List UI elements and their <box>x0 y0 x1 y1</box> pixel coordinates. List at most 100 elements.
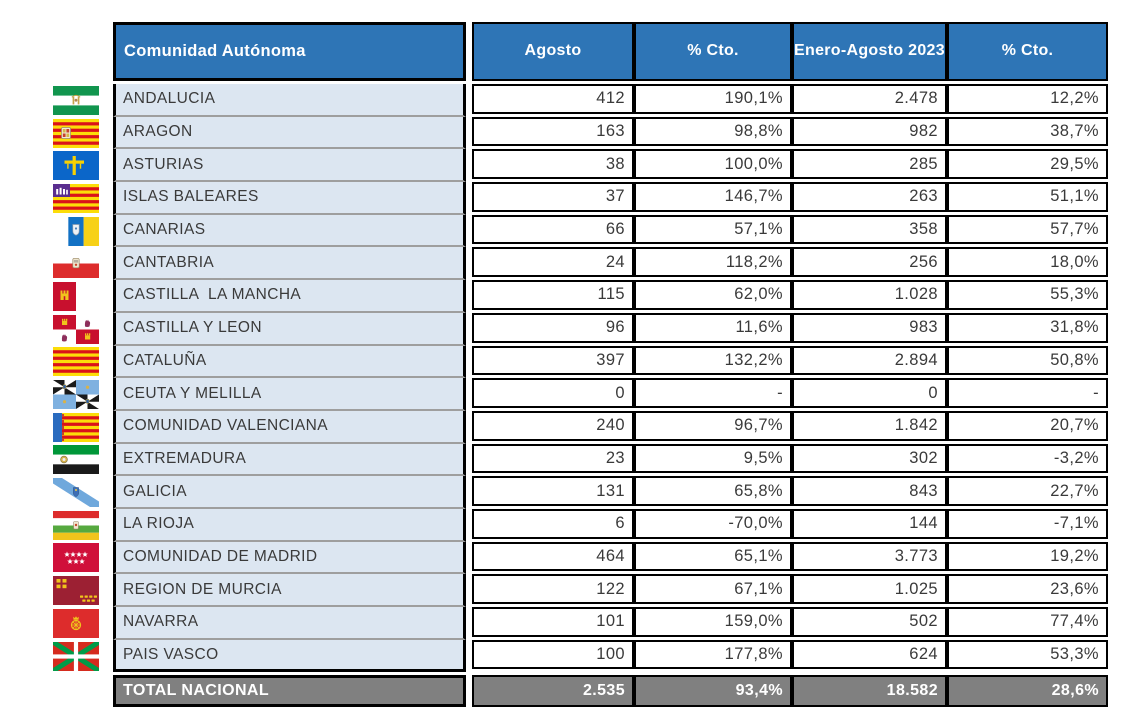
cell-value: 55,3% <box>1050 285 1099 304</box>
cell-value: 159,0% <box>724 612 783 631</box>
enero-agosto-value-cell: 358 <box>792 214 947 248</box>
cataluna-flag-icon <box>53 347 99 377</box>
cell-value: 57,7% <box>1050 220 1099 239</box>
cto-agosto-value-cell: 9,5% <box>634 443 792 477</box>
flag-slot <box>53 117 113 150</box>
agosto-value-cell: 38 <box>472 149 634 182</box>
cell-value: 132,2% <box>724 350 783 369</box>
community-name-cell: COMUNIDAD DE MADRID <box>113 541 466 575</box>
community-name: NAVARRA <box>123 613 199 631</box>
flag-slot <box>53 509 113 542</box>
agosto-value-cell: 464 <box>472 541 634 575</box>
community-name: GALICIA <box>123 482 187 500</box>
header-cto-agosto: % Cto. <box>634 22 792 84</box>
asturias-flag-icon <box>53 151 99 181</box>
aragon-flag-icon <box>53 118 99 148</box>
flag-slot <box>53 640 113 673</box>
cell-value: 2.894 <box>894 350 938 369</box>
cell-value: 65,8% <box>734 481 783 500</box>
enero-agosto-value-cell: 2.894 <box>792 345 947 379</box>
flag-slot <box>53 149 113 182</box>
cell-value: 20,7% <box>1050 416 1099 435</box>
agosto-value-cell: 240 <box>472 410 634 444</box>
ceuta-y-melilla-flag-icon <box>53 380 99 410</box>
agosto-value-cell: 66 <box>472 214 634 248</box>
enero-agosto-value-cell: 624 <box>792 639 947 673</box>
cell-value: 146,7% <box>724 187 783 206</box>
cell-value: 9,5% <box>743 448 783 467</box>
cell-value: -3,2% <box>1053 448 1099 467</box>
cto-enero-agosto-value-cell: 23,6% <box>947 574 1108 607</box>
agosto-value-cell: 412 <box>472 84 634 117</box>
header-agosto: Agosto <box>472 22 634 84</box>
enero-agosto-value-cell: 502 <box>792 607 947 640</box>
cell-value: 51,1% <box>1050 187 1099 206</box>
agosto-value-cell: 6 <box>472 508 634 542</box>
community-name-cell: CEUTA Y MELILLA <box>113 378 466 411</box>
community-name: CASTILLA Y LEON <box>123 319 262 337</box>
community-name: REGION DE MURCIA <box>123 580 282 598</box>
cell-value: 100 <box>596 645 625 664</box>
cto-agosto-value-cell: 62,0% <box>634 280 792 313</box>
community-name: ASTURIAS <box>123 155 204 173</box>
community-name: PAIS VASCO <box>123 645 219 663</box>
flag-slot <box>53 346 113 379</box>
table-layout: Comunidad Autónoma Agosto % Cto. Enero-A… <box>53 22 1108 708</box>
cell-value: 37 <box>605 187 625 206</box>
cto-agosto-value-cell: 118,2% <box>634 247 792 280</box>
cell-value: 11,6% <box>735 318 783 337</box>
cell-value: -70,0% <box>728 514 783 533</box>
cell-value: 285 <box>909 154 938 173</box>
cto-agosto-value-cell: - <box>634 378 792 411</box>
cto-enero-agosto-value-cell: 18,0% <box>947 247 1108 280</box>
cto-enero-agosto-value-cell: 51,1% <box>947 182 1108 215</box>
community-name: CEUTA Y MELILLA <box>123 384 262 402</box>
cto-agosto-value-cell: -70,0% <box>634 508 792 542</box>
flag-slot <box>53 476 113 509</box>
header-label: % Cto. <box>1001 42 1054 60</box>
cto-agosto-value-cell: 159,0% <box>634 607 792 640</box>
agosto-value-cell: 115 <box>472 280 634 313</box>
cell-value: - <box>777 383 783 402</box>
agosto-value-cell: 131 <box>472 476 634 509</box>
cell-value: 96,7% <box>734 416 783 435</box>
header-comunidad-autonoma: Comunidad Autónoma <box>113 22 466 84</box>
flag-slot <box>53 574 113 607</box>
total-enero-agosto-cell: 18.582 <box>792 672 947 708</box>
header-label: % Cto. <box>687 42 739 60</box>
cto-enero-agosto-value-cell: 31,8% <box>947 312 1108 346</box>
enero-agosto-value-cell: 983 <box>792 312 947 346</box>
total-agosto-cell: 2.535 <box>472 672 634 708</box>
cell-value: 983 <box>909 318 938 337</box>
cell-value: 66 <box>605 220 625 239</box>
cell-value: 982 <box>909 122 938 141</box>
cell-value: 23 <box>605 448 625 467</box>
community-name: CATALUÑA <box>123 351 207 369</box>
header-enero-agosto-2023: Enero-Agosto 2023 <box>792 22 947 84</box>
cell-value: 0 <box>928 383 938 402</box>
cell-value: 412 <box>596 89 625 108</box>
community-name-cell: ISLAS BALEARES <box>113 182 466 215</box>
community-name: ANDALUCIA <box>123 90 216 108</box>
flag-slot <box>53 84 113 117</box>
flags-header-spacer <box>53 22 113 84</box>
total-row-label-cell: TOTAL NACIONAL <box>113 672 466 708</box>
cell-value: 256 <box>909 252 938 271</box>
cell-value: 77,4% <box>1050 612 1099 631</box>
cell-value: 29,5% <box>1050 154 1099 173</box>
cell-value: 31,8% <box>1050 318 1099 337</box>
cell-value: 2.478 <box>894 89 938 108</box>
cell-value: 144 <box>909 514 938 533</box>
cell-value: 57,1% <box>734 220 783 239</box>
cto-enero-agosto-value-cell: 29,5% <box>947 149 1108 182</box>
cell-value: 397 <box>596 350 625 369</box>
cto-agosto-value-cell: 146,7% <box>634 182 792 215</box>
region-de-murcia-flag-icon <box>53 576 99 606</box>
cell-value: 101 <box>596 612 625 631</box>
agosto-value-cell: 96 <box>472 312 634 346</box>
cto-enero-agosto-value-cell: 57,7% <box>947 214 1108 248</box>
cto-enero-agosto-value-cell: 22,7% <box>947 476 1108 509</box>
enero-agosto-value-cell: 982 <box>792 116 947 150</box>
navarra-flag-icon <box>53 608 99 638</box>
cell-value: 177,8% <box>724 645 783 664</box>
